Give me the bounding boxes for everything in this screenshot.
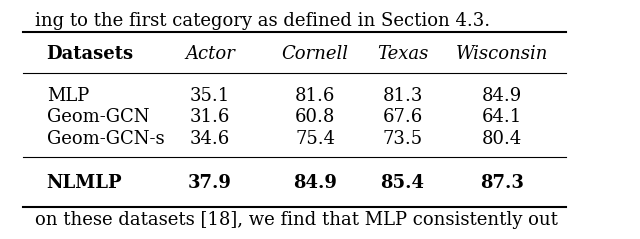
Text: ing to the first category as defined in Section 4.3.: ing to the first category as defined in … bbox=[35, 12, 490, 30]
Text: 80.4: 80.4 bbox=[481, 130, 522, 148]
Text: 81.3: 81.3 bbox=[382, 87, 422, 105]
Text: MLP: MLP bbox=[47, 87, 89, 105]
Text: Actor: Actor bbox=[185, 45, 235, 63]
Text: 81.6: 81.6 bbox=[295, 87, 335, 105]
Text: NLMLP: NLMLP bbox=[47, 174, 122, 192]
Text: Datasets: Datasets bbox=[47, 45, 134, 63]
Text: 31.6: 31.6 bbox=[190, 108, 230, 126]
Text: 34.6: 34.6 bbox=[190, 130, 230, 148]
Text: 75.4: 75.4 bbox=[295, 130, 335, 148]
Text: 87.3: 87.3 bbox=[480, 174, 524, 192]
Text: 84.9: 84.9 bbox=[293, 174, 337, 192]
Text: 37.9: 37.9 bbox=[188, 174, 232, 192]
Text: Geom-GCN: Geom-GCN bbox=[47, 108, 149, 126]
Text: 60.8: 60.8 bbox=[295, 108, 335, 126]
Text: 85.4: 85.4 bbox=[381, 174, 424, 192]
Text: 67.6: 67.6 bbox=[382, 108, 422, 126]
Text: 64.1: 64.1 bbox=[481, 108, 522, 126]
Text: Geom-GCN-s: Geom-GCN-s bbox=[47, 130, 164, 148]
Text: 73.5: 73.5 bbox=[383, 130, 422, 148]
Text: 35.1: 35.1 bbox=[190, 87, 230, 105]
Text: 84.9: 84.9 bbox=[481, 87, 522, 105]
Text: Wisconsin: Wisconsin bbox=[456, 45, 548, 63]
Text: on these datasets [18], we find that MLP consistently out: on these datasets [18], we find that MLP… bbox=[35, 212, 558, 229]
Text: Cornell: Cornell bbox=[282, 45, 349, 63]
Text: Texas: Texas bbox=[377, 45, 428, 63]
